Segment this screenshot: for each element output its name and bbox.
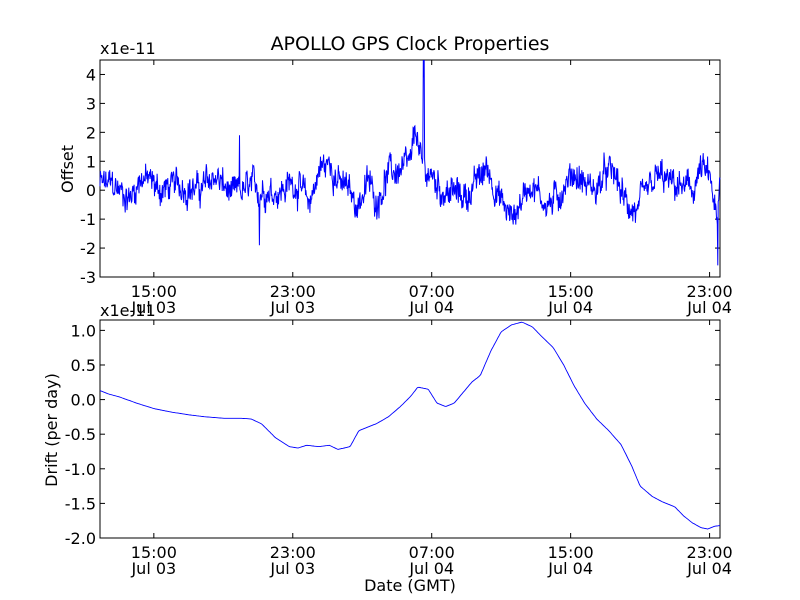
drift-x-tick-time: 07:00: [409, 543, 455, 562]
drift-x-tick-date: Jul 04: [408, 559, 454, 578]
drift-x-tick-date: Jul 03: [269, 559, 315, 578]
offset-y-tick-label: 0: [86, 181, 96, 200]
offset-y-axis-label: Offset: [58, 145, 77, 193]
drift-x-tick-date: Jul 04: [686, 559, 732, 578]
offset-y-tick-label: -2: [80, 239, 96, 258]
drift-panel: x1e-11 Drift (per day) -2.0 -1.5 -1.0 -0.5 0…: [42, 301, 733, 578]
drift-x-tick-date: Jul 03: [130, 559, 176, 578]
offset-x-tick-date: Jul 04: [547, 298, 593, 317]
drift-y-tick-label: 1.0: [71, 321, 96, 340]
drift-plot-area: [99, 319, 721, 539]
offset-x-tick-date: Jul 03: [130, 298, 176, 317]
offset-scale-label: x1e-11: [100, 39, 156, 58]
drift-y-ticks: -2.0 -1.5 -1.0 -0.5 0.0 0.5 1.0: [65, 321, 720, 548]
offset-x-tick-date: Jul 03: [269, 298, 315, 317]
offset-series: [99, 59, 721, 266]
offset-x-tick-date: Jul 04: [686, 298, 732, 317]
offset-y-tick-label: 4: [86, 65, 96, 84]
drift-scale-label: x1e-11: [100, 301, 156, 320]
drift-y-axis-label: Drift (per day): [42, 373, 61, 487]
offset-series-line: [99, 59, 721, 266]
offset-y-tick-label: 3: [86, 94, 96, 113]
chart-title: APOLLO GPS Clock Properties: [271, 33, 550, 55]
offset-x-tick-time: 15:00: [131, 282, 177, 301]
offset-x-tick-time: 15:00: [548, 282, 594, 301]
offset-y-tick-label: -3: [80, 268, 96, 287]
drift-series: [99, 321, 721, 530]
offset-x-tick-time: 07:00: [409, 282, 455, 301]
offset-plot-area: [99, 59, 721, 278]
drift-y-tick-label: 0.0: [71, 391, 96, 410]
drift-y-tick-label: -0.5: [65, 425, 96, 444]
drift-y-tick-label: 0.5: [71, 356, 96, 375]
offset-y-tick-label: 1: [86, 152, 96, 171]
drift-x-tick-time: 15:00: [548, 543, 594, 562]
offset-y-tick-label: 2: [86, 123, 96, 142]
drift-y-tick-label: -1.5: [65, 494, 96, 513]
drift-x-tick-time: 23:00: [687, 543, 733, 562]
x-axis-label: Date (GMT): [364, 576, 456, 595]
drift-series-line: [99, 321, 721, 530]
drift-x-tick-date: Jul 04: [547, 559, 593, 578]
drift-y-tick-label: -1.0: [65, 460, 96, 479]
drift-x-tick-time: 23:00: [270, 543, 316, 562]
drift-y-tick-label: -2.0: [65, 529, 96, 548]
offset-y-tick-label: -1: [80, 210, 96, 229]
offset-y-ticks: -3 -2 -1 0 1 2 3 4: [80, 65, 720, 287]
offset-x-tick-time: 23:00: [270, 282, 316, 301]
drift-x-tick-time: 15:00: [131, 543, 177, 562]
offset-x-tick-time: 23:00: [687, 282, 733, 301]
offset-x-tick-date: Jul 04: [408, 298, 454, 317]
